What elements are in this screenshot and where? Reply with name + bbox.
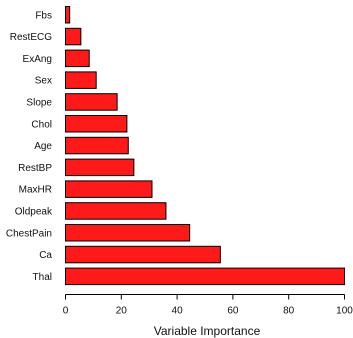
bar-exang <box>65 49 90 68</box>
bar-chestpain <box>65 224 191 242</box>
bar-maxhr <box>65 180 153 198</box>
category-label-slope: Slope <box>26 97 52 108</box>
x-axis-title: Variable Importance <box>154 324 261 338</box>
category-label-ca: Ca <box>39 250 52 261</box>
category-label-restecg: RestECG <box>10 32 52 43</box>
category-label-exang: ExAng <box>23 54 52 65</box>
category-label-thal: Thal <box>33 272 52 283</box>
bar-age <box>65 136 129 155</box>
category-label-chestpain: ChestPain <box>6 228 52 239</box>
category-label-age: Age <box>34 141 52 152</box>
bar-chol <box>65 115 128 133</box>
category-label-restbp: RestBP <box>18 163 52 174</box>
x-tick-label-0: 0 <box>63 306 69 317</box>
bars-layer <box>65 6 345 286</box>
bar-restbp <box>65 158 135 177</box>
bar-fbs <box>65 6 71 24</box>
bar-slope <box>65 93 118 111</box>
category-labels: Fbs RestECG ExAng Sex Slope Chol Age RestBP MaxH… <box>6 10 53 283</box>
category-label-oldpeak: Oldpeak <box>15 206 53 217</box>
x-tick-label-80: 80 <box>283 306 295 317</box>
x-tick-label-40: 40 <box>172 306 184 317</box>
category-label-chol: Chol <box>31 119 52 130</box>
bar-ca <box>65 245 221 264</box>
x-axis: 0 20 40 60 80 100 <box>63 294 353 317</box>
x-tick-label-100: 100 <box>336 306 353 317</box>
category-label-fbs: Fbs <box>35 10 52 21</box>
bar-restecg <box>65 27 82 46</box>
category-label-maxhr: MaxHR <box>19 185 52 196</box>
bar-sex <box>65 71 97 89</box>
x-tick-label-20: 20 <box>116 306 128 317</box>
bar-thal <box>65 267 345 286</box>
category-label-sex: Sex <box>35 76 52 87</box>
x-tick-label-60: 60 <box>227 306 239 317</box>
bar-oldpeak <box>65 202 167 220</box>
